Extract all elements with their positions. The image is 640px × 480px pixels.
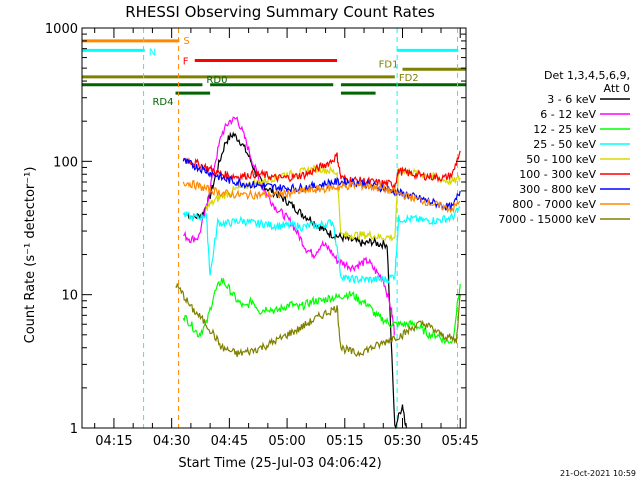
y-axis-label: Count Rate (s⁻¹ detector⁻¹) [23, 167, 38, 344]
legend-label: 300 - 800 keV [519, 183, 596, 196]
series-line-2 [182, 277, 461, 345]
x-tick-label: 05:15 [326, 434, 363, 449]
y-tick-label: 1 [70, 422, 78, 437]
legend: Det 1,3,4,5,6,9,Att 0 3 - 6 keV 6 - 12 keV… [498, 69, 630, 226]
x-axis: 04:15 04:30 04:45 05:00 05:15 05:30 05:45 [94, 28, 479, 449]
x-tick-label: 05:30 [384, 434, 421, 449]
plot-series [175, 116, 461, 430]
legend-label: 100 - 300 keV [519, 168, 596, 181]
plot-frame [81, 27, 467, 429]
legend-label: 50 - 100 keV [526, 153, 596, 166]
series-line-5 [182, 150, 461, 190]
x-tick-label: 04:30 [153, 434, 190, 449]
event-lines [143, 28, 459, 428]
y-tick-label: 100 [53, 155, 78, 170]
x-tick-label: 05:00 [268, 434, 305, 449]
legend-label: 800 - 7000 keV [512, 198, 596, 211]
legend-header: Det 1,3,4,5,6,9, [544, 69, 630, 82]
y-tick-label: 10 [61, 289, 78, 304]
series-line-1 [183, 116, 395, 336]
flag-label-fd1: FD1 [379, 59, 399, 70]
flag-label-fd2: FD2 [399, 73, 419, 84]
series-line-6 [182, 157, 461, 212]
flag-label-rd0: RD0 [206, 75, 227, 86]
x-tick-label: 05:45 [441, 434, 478, 449]
flag-label-f: F [183, 57, 189, 68]
legend-label: 25 - 50 keV [533, 138, 596, 151]
legend-header: Att 0 [604, 82, 630, 95]
y-axis: 1 10 100 1000 [45, 22, 466, 437]
legend-label: 6 - 12 keV [540, 108, 596, 121]
x-tick-label: 04:45 [211, 434, 248, 449]
series-line-7 [182, 179, 461, 214]
series-line-0 [186, 131, 407, 430]
legend-label: 7000 - 15000 keV [498, 213, 596, 226]
legend-label: 3 - 6 keV [547, 93, 596, 106]
x-tick-label: 04:15 [95, 434, 132, 449]
flag-label-rd4: RD4 [152, 97, 173, 108]
flag-label-n: N [149, 47, 156, 58]
flag-label-s: S [183, 36, 189, 47]
x-axis-label: Start Time (25-Jul-03 04:06:42) [178, 456, 381, 471]
y-tick-label: 1000 [45, 22, 78, 37]
chart-title: RHESSI Observing Summary Count Rates [125, 3, 435, 21]
legend-label: 12 - 25 keV [533, 123, 596, 136]
footer-date: 21-Oct-2021 10:59 [560, 469, 636, 478]
series-line-3 [182, 206, 461, 285]
series-line-8 [175, 283, 461, 358]
